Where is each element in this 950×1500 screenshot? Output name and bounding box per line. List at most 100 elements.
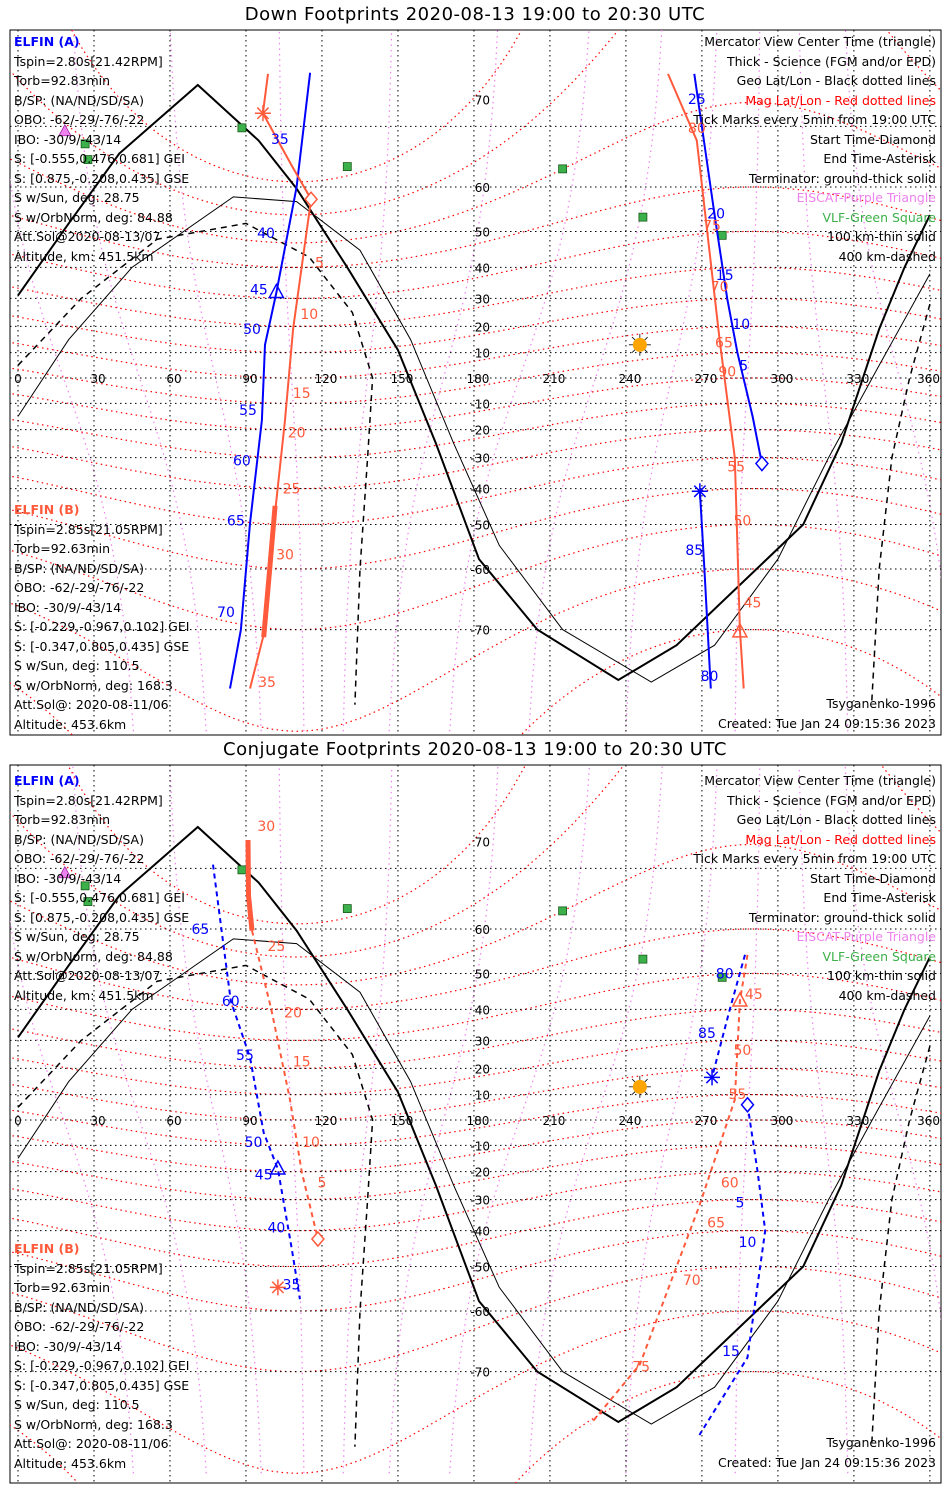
lon-tick-label: 150 (390, 372, 413, 386)
lon-tick-label: 360 (917, 1114, 940, 1128)
mag-lat-line (10, 523, 941, 631)
elfin-a-info: ELFIN (A) Tspin=2.80s[21.42RPM] Torb=92.83… (14, 32, 189, 266)
elfin-b-info-line: B/SP: (NA/ND/SD/SA) (14, 1299, 144, 1315)
elfin-a-tick-label: 60 (222, 994, 240, 1010)
elfin-b-tick-label: 35 (258, 675, 276, 691)
lat-tick-label: -40 (470, 1225, 490, 1239)
mag-lon-line (798, 766, 849, 1474)
elfin-a-info-line: S: [0.875,-0.208,0.435] GSE (14, 909, 190, 925)
legend-item: Thick - Science (FGM and/or EPD) (727, 53, 936, 69)
mag-lon-line (734, 766, 761, 1474)
mag-lon-line (844, 766, 941, 1323)
vlf-site-square (342, 162, 352, 171)
elfin-a-end-asterisk-icon (691, 483, 708, 500)
elfin-b-info-line: IBO: -30/9/-43/14 (14, 1338, 122, 1354)
vlf-site-square (342, 904, 352, 913)
elfin-a-info-line: Altitude, km: 451.5km (14, 248, 154, 264)
mag-lon-line (278, 766, 305, 1474)
elfin-b-tick-label: 55 (727, 460, 745, 476)
mag-lon-line (449, 30, 590, 732)
asterisk-stroke (256, 107, 270, 120)
vlf-site-square (83, 155, 93, 164)
lat-tick-label: 50 (475, 967, 490, 981)
elfin-b-info-line: Tspin=2.85s[21.05RPM] (14, 521, 163, 537)
elfin-a-tick-label: 80 (716, 966, 734, 982)
legend-item: Mercator View Center Time (triangle) (704, 773, 936, 788)
terminator-ground (17, 83, 931, 682)
legend-item: Geo Lat/Lon - Black dotted lines (736, 812, 936, 827)
elfin-a-tick-label: 10 (732, 317, 750, 333)
elfin-b-info-line: Torb=92.63min (14, 541, 111, 556)
lon-tick-label: 300 (770, 372, 793, 386)
elfin-a-tick-label: 15 (722, 1344, 740, 1360)
lat-tick-label: -40 (470, 483, 490, 497)
elfin-a-info-line: S: [-0.555,0.476,0.681] GEI (14, 151, 185, 166)
elfin-b-header: ELFIN (B) (14, 502, 80, 517)
lon-tick-label: 180 (466, 1114, 489, 1128)
mag-lon-line (278, 30, 305, 732)
lat-tick-label: -20 (470, 1166, 490, 1180)
elfin-b-tick-label: 30 (276, 547, 294, 563)
mag-lat-line (10, 1119, 941, 1173)
elfin-b-tick-label: 55 (728, 1087, 746, 1103)
elfin-a-track (229, 72, 312, 689)
elfin-a-track (711, 954, 746, 1078)
subsolar-sun-icon (632, 1079, 647, 1094)
elfin-a-tick-label: 50 (245, 1135, 263, 1151)
lon-tick-label: 270 (694, 372, 717, 386)
elfin-b-tick-label: 70 (683, 1273, 701, 1289)
lon-tick-label: 90 (242, 1114, 257, 1128)
elfin-a-tick-label: 10 (739, 1235, 757, 1251)
elfin-b-center-triangle-icon (731, 622, 749, 638)
elfin-b-info-line: Tspin=2.85s[21.05RPM] (14, 1260, 163, 1276)
legend-item: Tick Marks every 5min from 19:00 UTC (693, 851, 936, 866)
legend-item: Mag Lat/Lon - Red dotted lines (745, 92, 936, 108)
elfin-b-info-line: S: [-0.347,0.805,0.435] GSE (14, 638, 190, 654)
lon-tick-label: 30 (90, 1114, 105, 1128)
elfin-b-track (589, 954, 749, 1425)
elfin-a-info-line: Att.Sol@2020-08-13/07 (14, 229, 161, 244)
lon-tick-label: 300 (770, 1114, 793, 1128)
elfin-b-science-segment (261, 505, 278, 638)
map-frame (9, 29, 942, 736)
elfin-b-center-triangle-icon (731, 991, 749, 1007)
lat-tick-label: -60 (470, 563, 490, 577)
elfin-b-tick-label: 25 (267, 939, 285, 955)
elfin-a-tick-label: 55 (236, 1048, 254, 1064)
legend-item: Terminator: ground-thick solid (748, 170, 936, 186)
lat-tick-label: 30 (475, 292, 490, 306)
elfin-a-tick-label: 25 (688, 92, 706, 108)
lon-tick-label: 120 (315, 1114, 338, 1128)
mag-lat-line (10, 1171, 941, 1232)
elfin-a-tick-label: 55 (239, 403, 257, 419)
elfin-b-tick-label: 20 (284, 1006, 302, 1022)
elfin-a-info-line: Att.Sol@2020-08-13/07 (14, 968, 161, 983)
elfin-a-info-line: S w/Sun, deg: 28.75 (14, 929, 140, 944)
lon-tick-label: 60 (166, 372, 181, 386)
elfin-a-info-line: Tspin=2.80s[21.42RPM] (14, 53, 163, 69)
legend-item: Tick Marks every 5min from 19:00 UTC (693, 112, 936, 127)
legend-item: Start Time-Diamond (809, 870, 936, 886)
lon-tick-label: 210 (542, 1114, 565, 1128)
asterisk-stroke (693, 485, 707, 498)
legend: Mercator View Center Time (triangle) Thic… (693, 32, 936, 266)
lat-tick-label: -10 (470, 397, 490, 411)
legend-item: Mercator View Center Time (triangle) (704, 34, 936, 49)
elfin-b-info-line: Torb=92.63min (14, 1280, 111, 1295)
elfin-a-info-line: S w/OrbNorm, deg: 84.88 (14, 948, 173, 964)
mag-lat-line (10, 1039, 941, 1096)
vlf-site-square (237, 865, 247, 875)
elfin-a-tick-label: 5 (739, 358, 748, 374)
elfin-b-end-asterisk-icon (254, 105, 271, 122)
mag-lat-line (10, 377, 941, 431)
mag-lat-line (10, 487, 941, 570)
mag-lat-line (10, 928, 941, 1011)
elfin-b-info-line: Att.Sol@: 2020-08-11/06 (14, 697, 169, 712)
lon-tick-label: 0 (14, 1114, 22, 1128)
lat-tick-label: -20 (470, 424, 490, 438)
elfin-b-info-line: Altitude: 453.6km (14, 1455, 127, 1471)
model-credit: Tsyganenko-1996 Created: Tue Jan 24 09:15… (718, 1433, 936, 1472)
legend-item: 400 km-dashed (838, 248, 936, 264)
elfin-a-info-line: OBO: -62/-29/-76/-22 (14, 851, 145, 866)
elfin-a-tick-label: 80 (701, 669, 719, 685)
